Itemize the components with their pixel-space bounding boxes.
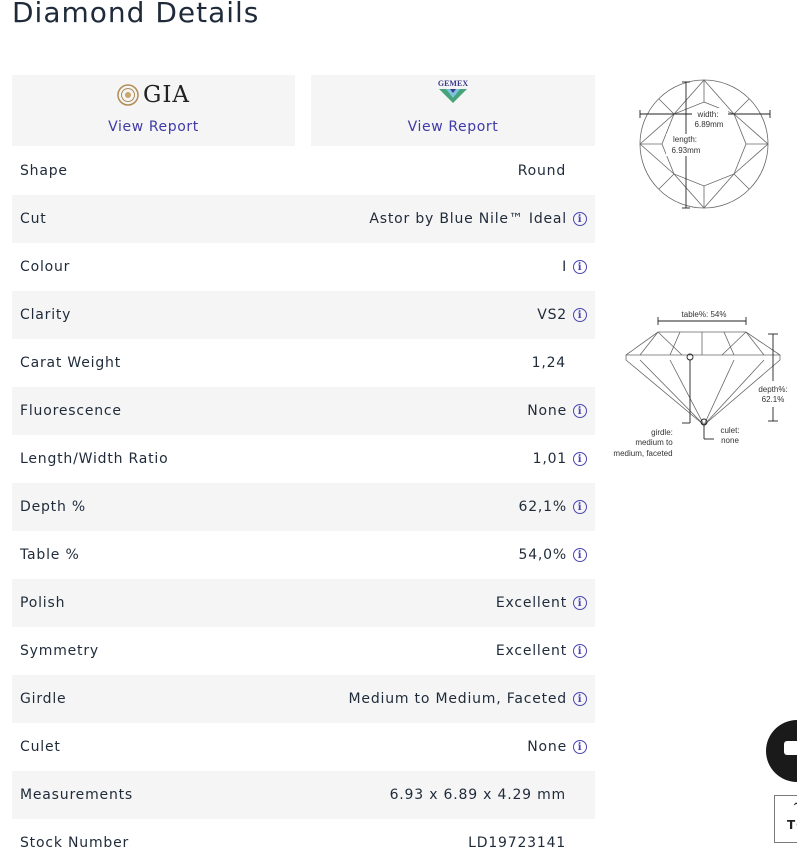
detail-label: Colour xyxy=(20,259,71,275)
table-percent-label: table%: 54% xyxy=(682,310,727,319)
girdle-value-line-2: medium, faceted xyxy=(613,449,672,458)
diamond-details-table: Shape Round Cut Astor by Blue Nile™ Idea… xyxy=(12,147,595,867)
detail-row-symmetry: Symmetry Excellent i xyxy=(12,627,595,675)
detail-row-culet: Culet None i xyxy=(12,723,595,771)
detail-value: 62,1% xyxy=(518,499,567,515)
gia-logo: GIA xyxy=(117,82,190,108)
detail-row-depth: Depth % 62,1% i xyxy=(12,483,595,531)
detail-row-carat-weight: Carat Weight 1,24 xyxy=(12,339,595,387)
detail-row-polish: Polish Excellent i xyxy=(12,579,595,627)
gemex-logo: GEMEX xyxy=(438,80,468,108)
detail-label: Cut xyxy=(20,211,47,227)
back-to-top-label: TO xyxy=(787,818,797,832)
info-icon[interactable]: i xyxy=(573,404,587,418)
back-to-top-button[interactable]: ⌃ TO xyxy=(774,795,797,843)
diamond-side-view-diagram: table%: 54% depth%: 62.1% culet: none gi… xyxy=(613,310,787,458)
gemex-diamond-icon xyxy=(438,89,467,103)
gemex-logo-text: GEMEX xyxy=(437,79,469,88)
detail-label: Carat Weight xyxy=(20,355,122,371)
detail-label: Symmetry xyxy=(20,643,99,659)
width-label: width: xyxy=(697,110,719,119)
detail-label: Girdle xyxy=(20,691,67,707)
gia-logo-text: GIA xyxy=(142,82,191,108)
length-label: length: xyxy=(673,135,697,144)
detail-value: 6.93 x 6.89 x 4.29 mm xyxy=(389,787,566,803)
detail-value: Astor by Blue Nile™ Ideal xyxy=(369,211,567,227)
info-icon[interactable]: i xyxy=(573,644,587,658)
detail-label: Depth % xyxy=(20,499,86,515)
depth-percent-value: 62.1% xyxy=(762,395,785,404)
gia-seal-icon xyxy=(117,84,139,106)
depth-percent-label: depth%: xyxy=(758,385,787,394)
info-icon[interactable]: i xyxy=(573,308,587,322)
detail-value: 54,0% xyxy=(518,547,567,563)
detail-row-length-width-ratio: Length/Width Ratio 1,01 i xyxy=(12,435,595,483)
info-icon[interactable]: i xyxy=(573,740,587,754)
detail-row-cut: Cut Astor by Blue Nile™ Ideal i xyxy=(12,195,595,243)
detail-value: Medium to Medium, Faceted xyxy=(348,691,567,707)
girdle-value-line-1: medium to xyxy=(635,438,673,447)
page-title: Diamond Details xyxy=(12,0,260,29)
gia-view-report-link[interactable]: View Report xyxy=(108,119,199,135)
detail-label: Stock Number xyxy=(20,835,130,851)
info-icon[interactable]: i xyxy=(573,500,587,514)
chat-bubble-icon xyxy=(784,741,797,755)
culet-label: culet: xyxy=(720,426,739,435)
detail-label: Polish xyxy=(20,595,66,611)
width-value: 6.89mm xyxy=(695,120,724,129)
culet-value: none xyxy=(721,436,739,445)
detail-value: None xyxy=(527,739,567,755)
detail-label: Shape xyxy=(20,163,68,179)
detail-label: Table % xyxy=(20,547,80,563)
info-icon[interactable]: i xyxy=(573,212,587,226)
detail-value: None xyxy=(527,403,567,419)
caret-up-icon: ⌃ xyxy=(792,802,797,813)
certificate-gia: GIA View Report xyxy=(12,75,295,146)
detail-row-fluorescence: Fluorescence None i xyxy=(12,387,595,435)
detail-label: Culet xyxy=(20,739,61,755)
info-icon[interactable]: i xyxy=(573,692,587,706)
detail-value: VS2 xyxy=(537,307,567,323)
detail-value: Round xyxy=(517,163,566,179)
girdle-label: girdle: xyxy=(651,428,673,437)
chat-button[interactable] xyxy=(766,720,797,782)
info-icon[interactable]: i xyxy=(573,548,587,562)
detail-row-clarity: Clarity VS2 i xyxy=(12,291,595,339)
detail-value: Excellent xyxy=(495,595,567,611)
info-icon[interactable]: i xyxy=(573,452,587,466)
detail-row-shape: Shape Round xyxy=(12,147,595,195)
gemex-view-report-link[interactable]: View Report xyxy=(407,119,499,135)
detail-row-measurements: Measurements 6.93 x 6.89 x 4.29 mm xyxy=(12,771,595,819)
detail-row-table: Table % 54,0% i xyxy=(12,531,595,579)
detail-row-girdle: Girdle Medium to Medium, Faceted i xyxy=(12,675,595,723)
info-icon[interactable]: i xyxy=(573,596,587,610)
info-icon[interactable]: i xyxy=(573,260,587,274)
detail-value: 1,01 xyxy=(532,451,567,467)
detail-row-stock-number: Stock Number LD19723141 xyxy=(12,819,595,867)
detail-value: I xyxy=(562,259,567,275)
detail-label: Measurements xyxy=(20,787,134,803)
detail-label: Fluorescence xyxy=(20,403,122,419)
detail-value: 1,24 xyxy=(531,355,566,371)
detail-label: Length/Width Ratio xyxy=(20,451,169,467)
detail-value: LD19723141 xyxy=(468,835,566,851)
certificate-gemex: GEMEX View Report xyxy=(311,75,595,146)
detail-label: Clarity xyxy=(20,307,72,323)
length-value: 6.93mm xyxy=(672,146,701,155)
detail-value: Excellent xyxy=(495,643,567,659)
diamond-top-view-diagram: width: 6.89mm length: 6.93mm xyxy=(639,79,771,209)
